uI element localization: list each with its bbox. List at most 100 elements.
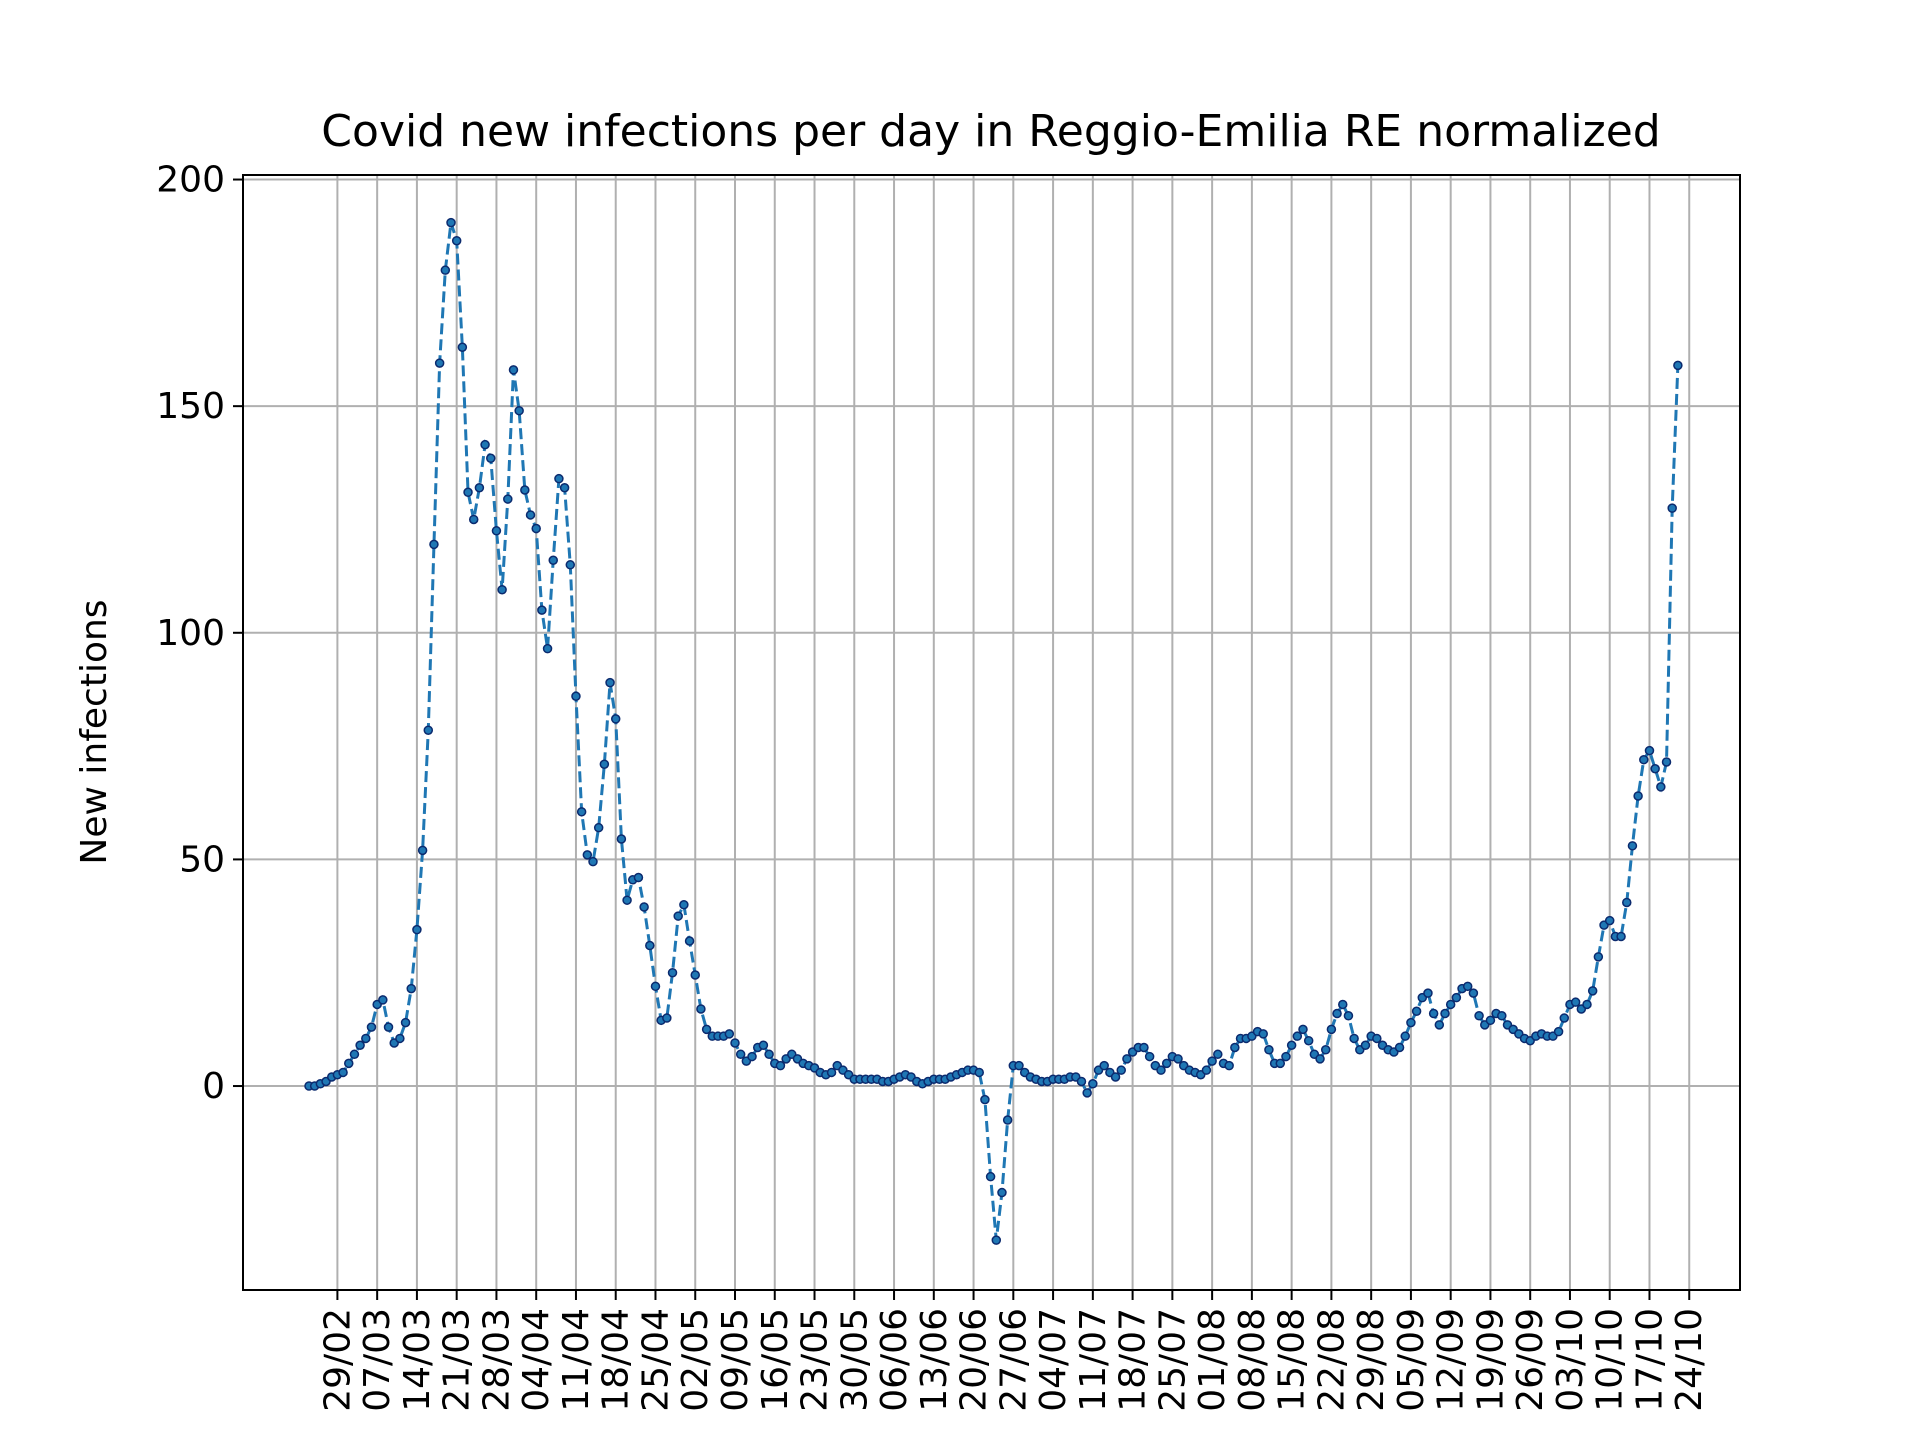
y-axis-label: New infections — [74, 599, 115, 864]
x-tick-label: 25/07 — [1152, 1308, 1193, 1412]
data-point — [1082, 1088, 1092, 1098]
data-point — [1474, 1011, 1484, 1021]
data-point — [980, 1094, 990, 1105]
x-tick-label: 09/05 — [715, 1308, 756, 1412]
axes-frame — [242, 174, 1741, 1291]
data-point — [1156, 1065, 1166, 1075]
data-point — [991, 1235, 1002, 1245]
data-point — [1593, 952, 1604, 962]
data-point — [605, 677, 615, 688]
data-point — [679, 899, 689, 910]
data-point — [1468, 988, 1479, 998]
data-point — [1423, 988, 1433, 998]
data-point — [525, 510, 536, 520]
data-point — [446, 217, 456, 228]
data-point — [633, 872, 644, 883]
data-point — [514, 405, 524, 416]
plot-area — [304, 217, 1683, 1245]
data-point — [1207, 1056, 1217, 1066]
data-point — [582, 850, 593, 860]
data-point — [1622, 897, 1632, 908]
x-tick-label: 04/04 — [516, 1308, 557, 1412]
data-point — [344, 1058, 354, 1069]
x-tick-label: 28/03 — [476, 1308, 517, 1412]
x-tick-label: 11/04 — [556, 1308, 597, 1412]
x-tick-label: 01/08 — [1192, 1308, 1233, 1412]
data-point — [1258, 1029, 1268, 1039]
data-point — [349, 1049, 360, 1060]
data-point — [480, 439, 490, 450]
data-point — [571, 691, 581, 701]
data-point — [1656, 782, 1666, 792]
y-axis-ticks: 0 50 100 150 200 — [156, 160, 243, 1107]
data-point — [378, 995, 388, 1005]
data-point — [622, 895, 632, 905]
data-point — [1650, 764, 1660, 774]
data-point — [673, 911, 683, 921]
data-point — [361, 1033, 371, 1044]
data-point — [503, 494, 513, 504]
data-point — [1485, 1015, 1496, 1026]
data-point — [696, 1004, 706, 1014]
data-point — [758, 1040, 769, 1050]
data-point — [440, 265, 451, 275]
data-point — [690, 970, 700, 980]
chart-title: Covid new infections per day in Reggio-E… — [321, 106, 1660, 157]
data-point — [1673, 360, 1683, 371]
data-point — [650, 981, 661, 992]
data-point — [406, 983, 416, 994]
data-point — [1406, 1017, 1416, 1028]
data-point — [645, 940, 655, 951]
x-tick-label: 30/05 — [834, 1308, 875, 1412]
data-point — [1224, 1060, 1234, 1071]
data-point — [1264, 1045, 1274, 1055]
data-point — [1315, 1054, 1325, 1064]
x-tick-label: 13/06 — [914, 1308, 955, 1412]
x-tick-label: 06/06 — [874, 1308, 915, 1412]
data-point — [508, 365, 519, 375]
data-point — [474, 482, 485, 493]
data-point — [1445, 999, 1456, 1010]
data-point — [463, 487, 473, 498]
data-point — [1332, 1008, 1342, 1019]
x-tick-label: 29/08 — [1351, 1308, 1392, 1412]
data-point — [491, 526, 502, 536]
data-point — [1338, 999, 1348, 1010]
data-point — [1394, 1042, 1405, 1053]
data-point — [1144, 1051, 1155, 1062]
data-point — [735, 1049, 746, 1060]
data-point — [1298, 1024, 1308, 1035]
data-point — [974, 1067, 984, 1078]
data-point — [1286, 1040, 1297, 1050]
y-tick-label: 50 — [179, 839, 225, 880]
x-tick-label: 26/09 — [1510, 1308, 1551, 1412]
data-point — [1428, 1008, 1439, 1019]
x-tick-label: 07/03 — [357, 1308, 398, 1412]
data-point — [1627, 841, 1638, 851]
data-point — [1434, 1020, 1445, 1030]
data-point — [1667, 503, 1677, 513]
data-point — [616, 834, 627, 844]
data-point — [434, 358, 445, 368]
x-tick-label: 19/09 — [1470, 1308, 1511, 1412]
data-point — [1076, 1076, 1087, 1087]
data-point — [1161, 1058, 1172, 1069]
x-tick-label: 18/04 — [596, 1308, 637, 1412]
data-point — [724, 1029, 735, 1039]
data-point — [338, 1067, 348, 1078]
x-tick-label: 03/10 — [1550, 1308, 1591, 1412]
data-point — [451, 235, 462, 246]
data-point — [1303, 1035, 1314, 1046]
data-point — [1088, 1079, 1098, 1089]
y-tick-label: 150 — [156, 386, 225, 427]
data-point — [639, 902, 649, 912]
data-point — [1110, 1072, 1121, 1082]
data-point — [1451, 992, 1462, 1003]
data-point — [1326, 1024, 1337, 1035]
x-tick-label: 25/04 — [635, 1308, 676, 1412]
data-point — [412, 924, 422, 935]
data-point — [1553, 1026, 1564, 1037]
data-point — [1639, 754, 1649, 765]
data-point — [542, 643, 553, 654]
